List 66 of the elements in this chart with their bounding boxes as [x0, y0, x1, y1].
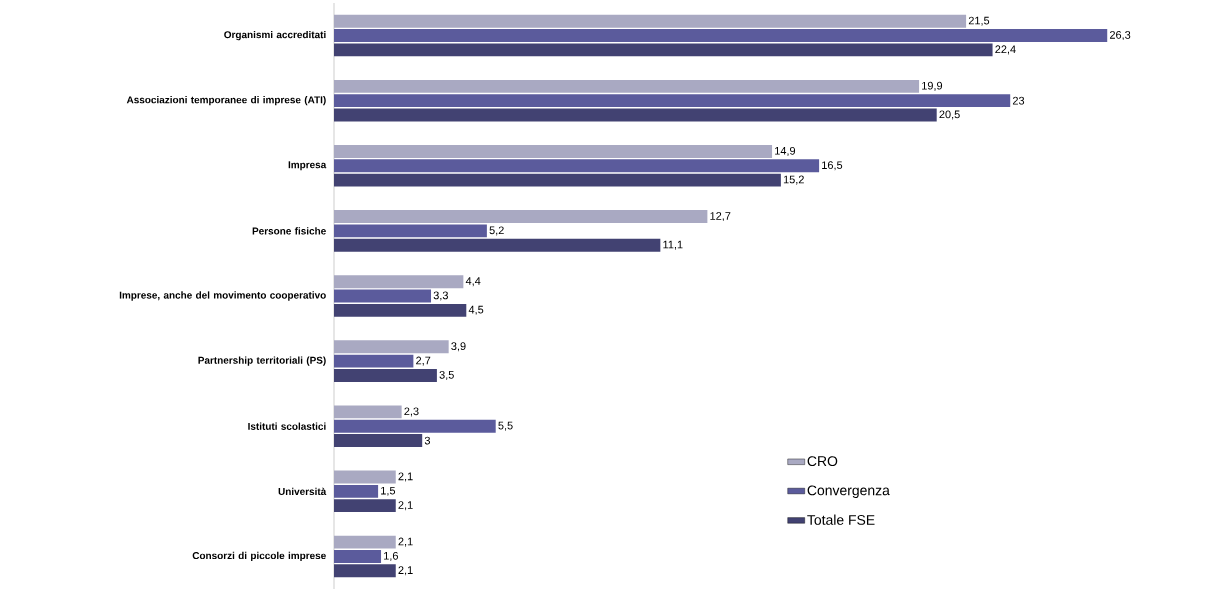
y-tick-label: Istituti scolastici [248, 422, 326, 430]
data-label: 5,5 [498, 421, 513, 431]
legend-label: Totale FSE [807, 514, 875, 525]
data-label: 3,5 [439, 370, 454, 380]
data-label: 2,3 [404, 407, 419, 417]
data-label: 3,3 [433, 291, 448, 301]
data-label: 2,7 [416, 356, 431, 366]
bar [334, 484, 379, 498]
data-label: 23 [1012, 96, 1025, 105]
data-label: 14,9 [775, 146, 796, 156]
data-label: 4,4 [465, 277, 481, 287]
bar [334, 210, 708, 224]
data-label: 26,3 [1109, 31, 1131, 41]
bar [334, 550, 382, 563]
y-tick-label: Associazioni temporanee di imprese (ATI) [126, 96, 326, 106]
data-label: 1,6 [384, 551, 398, 561]
data-label: 21,5 [968, 16, 990, 26]
data-label: 12,7 [710, 212, 731, 222]
bar [334, 289, 432, 303]
bar [334, 303, 467, 317]
bar [334, 405, 402, 419]
y-tick-label: Organismi accreditati [224, 30, 326, 41]
data-label: 5,2 [489, 226, 504, 236]
bar [334, 499, 396, 513]
bar [334, 224, 487, 238]
y-tick-label: Persone fisiche [252, 227, 326, 235]
data-label: 2,1 [398, 537, 413, 547]
bar [334, 108, 937, 122]
data-label: 2,1 [398, 566, 413, 576]
bar [334, 159, 820, 173]
bar [334, 564, 396, 578]
legend-label: CRO [807, 456, 838, 467]
data-label: 3 [424, 436, 431, 445]
bar [334, 238, 661, 252]
bar [334, 419, 496, 433]
data-label: 2,1 [398, 501, 413, 511]
y-tick-label: Consorzi di piccole imprese [192, 551, 326, 562]
y-tick-label: Imprese, anche del movimento cooperativo [119, 291, 326, 301]
legend-label: Convergenza [807, 485, 890, 499]
bar [334, 340, 449, 354]
bar [334, 145, 773, 158]
data-label: 22,4 [995, 45, 1016, 55]
bar [334, 354, 414, 368]
data-label: 20,5 [939, 110, 960, 120]
bar [334, 29, 1108, 42]
bar [334, 94, 1011, 108]
bar [334, 79, 920, 93]
data-label: 19,9 [922, 81, 943, 91]
data-label: 15,2 [783, 175, 804, 185]
data-label: 3,9 [451, 342, 466, 352]
bar [334, 434, 423, 447]
data-label: 2,1 [398, 472, 413, 482]
bar [334, 275, 464, 289]
y-tick-label: Università [278, 487, 327, 496]
bar [334, 369, 437, 382]
bar [334, 14, 967, 28]
bar [334, 173, 781, 187]
data-label: 1,5 [381, 486, 396, 496]
data-label: 4,5 [468, 305, 484, 315]
y-tick-label: Partnership territoriali (PS) [198, 356, 326, 366]
bar [334, 535, 396, 549]
bar [334, 470, 396, 484]
bar [334, 43, 993, 57]
data-label: 11,1 [663, 240, 683, 250]
data-label: 16,5 [822, 161, 843, 171]
y-tick-label: Impresa [288, 161, 327, 171]
